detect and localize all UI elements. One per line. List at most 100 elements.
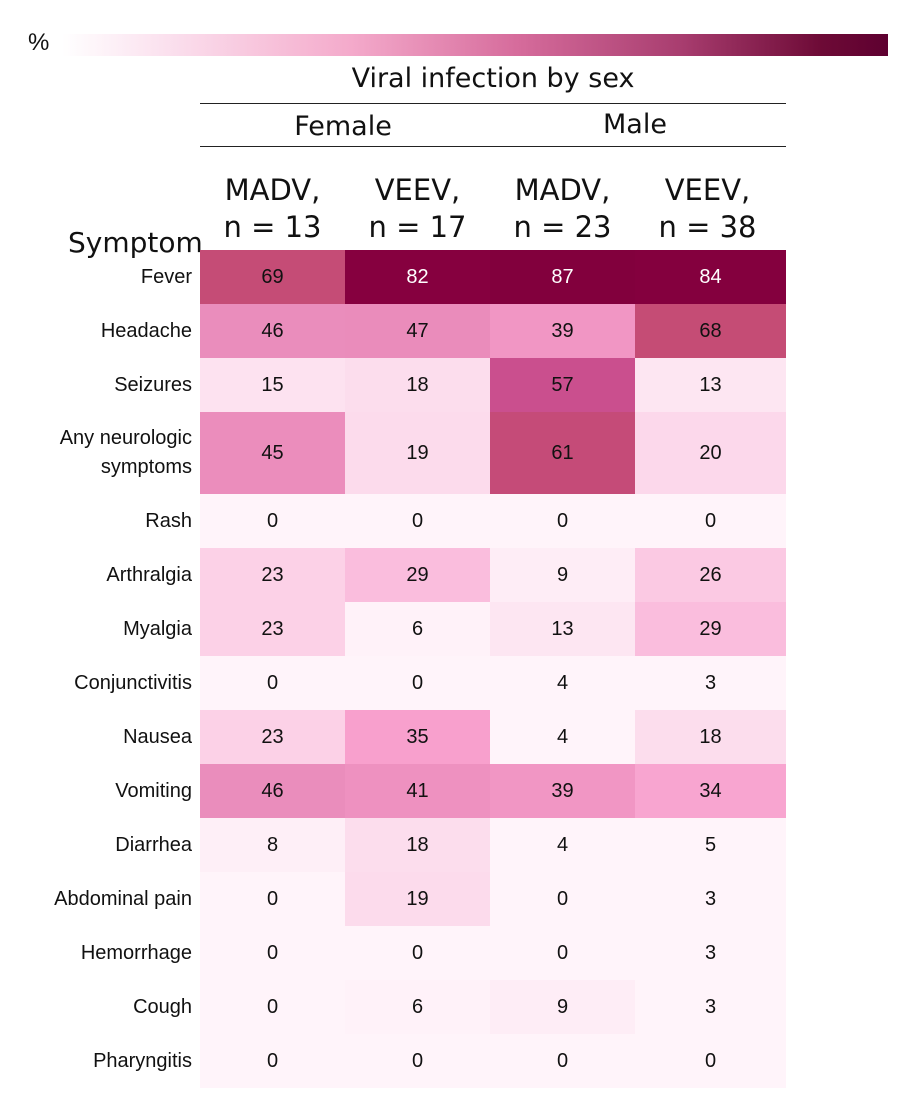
row-label: Abdominal pain [0,872,192,926]
heatmap-cell: 0 [635,494,786,548]
heatmap-cell: 0 [490,1034,635,1088]
row-label: Rash [0,494,192,548]
heatmap-cell: 0 [200,872,345,926]
cell-value: 18 [406,373,429,396]
column-header-male-veev: VEEV, n = 38 [635,172,780,246]
cell-value: 9 [556,995,569,1018]
row-label: Cough [0,980,192,1034]
heatmap-cell: 6 [345,602,490,656]
group-rule [200,146,786,147]
cell-value: 6 [411,995,424,1018]
cell-value: 46 [261,779,284,802]
row-label-line: Myalgia [123,617,192,640]
heatmap-cell: 0 [200,656,345,710]
heatmap-cell: 4 [490,710,635,764]
cell-value: 3 [704,671,717,694]
cell-value: 45 [261,441,284,464]
heatmap-cell: 5 [635,818,786,872]
cell-value: 29 [699,617,722,640]
cell-value: 39 [551,779,574,802]
heatmap-cell: 0 [200,494,345,548]
cell-value: 19 [406,887,429,910]
cell-value: 0 [411,941,424,964]
heatmap-cell: 29 [345,548,490,602]
chart-title: Viral infection by sex [351,63,635,94]
row-label-line: Cough [133,995,192,1018]
cell-value: 0 [411,509,424,532]
heatmap-cell: 39 [490,304,635,358]
row-label-line: Rash [145,509,192,532]
cell-value: 0 [556,887,569,910]
heatmap-cell: 82 [345,250,490,304]
cell-value: 0 [411,671,424,694]
column-header-line1: MADV, [514,173,611,207]
cell-value: 0 [266,509,279,532]
heatmap-cell: 20 [635,412,786,494]
row-label: Arthralgia [0,548,192,602]
row-label-line: Any neurologic [59,427,192,449]
heatmap-cell: 29 [635,602,786,656]
column-header-male-madv: MADV, n = 23 [490,172,635,246]
cell-value: 47 [406,319,429,342]
cell-value: 41 [406,779,429,802]
heatmap-cell: 0 [490,926,635,980]
heatmap-cell: 69 [200,250,345,304]
heatmap-cell: 0 [200,926,345,980]
heatmap-cell: 0 [345,656,490,710]
column-header-line1: MADV, [224,173,321,207]
heatmap-cell: 46 [200,304,345,358]
heatmap-cell: 57 [490,358,635,412]
cell-value: 23 [261,563,284,586]
heatmap-cell: 19 [345,412,490,494]
heatmap-cell: 39 [490,764,635,818]
heatmap-cell: 15 [200,358,345,412]
row-label-line: Arthralgia [106,563,192,586]
row-label: Headache [0,304,192,358]
heatmap-cell: 0 [345,1034,490,1088]
row-label-line: Nausea [123,725,192,748]
cell-value: 23 [261,617,284,640]
group-label-male: Male [603,109,667,140]
colorbar [62,34,888,56]
column-header-line2: n = 38 [658,210,757,244]
heatmap-cell: 68 [635,304,786,358]
column-header-female-veev: VEEV, n = 17 [345,172,490,246]
cell-value: 3 [704,887,717,910]
heatmap-cell: 41 [345,764,490,818]
cell-value: 18 [406,833,429,856]
row-label: Vomiting [0,764,192,818]
heatmap-cell: 0 [345,926,490,980]
heatmap-cell: 6 [345,980,490,1034]
row-label: Any neurologic symptoms [0,412,192,494]
heatmap-cell: 13 [635,358,786,412]
cell-value: 0 [704,509,717,532]
heatmap-cell: 0 [345,494,490,548]
heatmap-cell: 84 [635,250,786,304]
heatmap-cell: 23 [200,602,345,656]
cell-value: 15 [261,373,284,396]
cell-value: 84 [699,265,722,288]
row-label: Pharyngitis [0,1034,192,1088]
row-label-line: symptoms [100,456,192,478]
row-label: Diarrhea [0,818,192,872]
cell-value: 19 [406,441,429,464]
column-header-line2: n = 17 [368,210,467,244]
group-label-female: Female [294,111,392,142]
colorbar-label: % [28,29,50,56]
cell-value: 82 [406,265,429,288]
row-label-line: Fever [140,265,192,288]
cell-value: 6 [411,617,424,640]
cell-value: 0 [411,1049,424,1072]
cell-value: 4 [556,725,569,748]
row-header: Symptom [68,226,203,259]
cell-value: 3 [704,995,717,1018]
heatmap-cell: 3 [635,926,786,980]
heatmap-cell: 3 [635,980,786,1034]
cell-value: 18 [699,725,722,748]
cell-value: 87 [551,265,574,288]
row-label-line: Conjunctivitis [74,671,192,694]
heatmap-cell: 34 [635,764,786,818]
row-label-line: Vomiting [115,779,192,802]
row-label-line: Abdominal pain [54,887,192,910]
cell-value: 29 [406,563,429,586]
